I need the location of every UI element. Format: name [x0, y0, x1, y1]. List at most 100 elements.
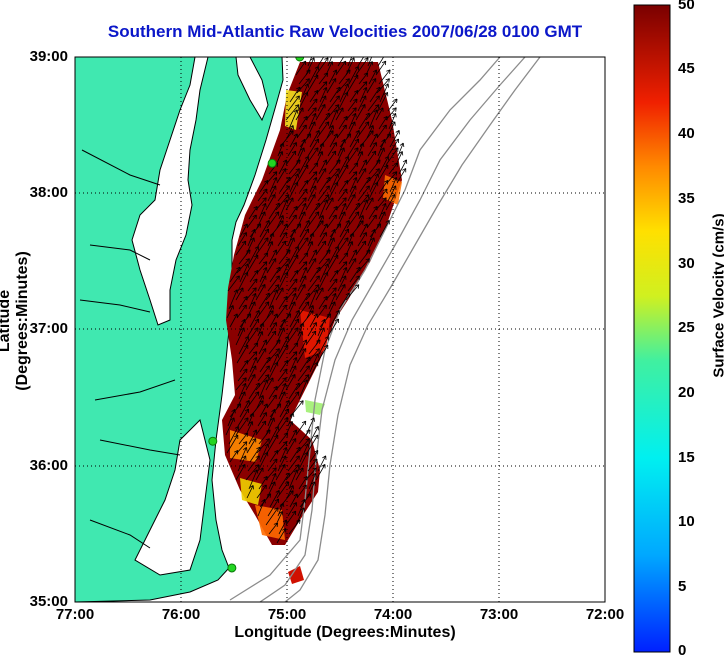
velocity-arrow-head [355, 130, 360, 135]
velocity-arrow [336, 124, 347, 139]
velocity-arrow-head [353, 177, 358, 182]
velocity-arrow [255, 237, 269, 256]
velocity-arrow-head [383, 188, 388, 194]
velocity-arrow [299, 356, 311, 373]
velocity-arrow [287, 455, 300, 472]
velocity-arrow [309, 353, 319, 373]
radar-site-marker [208, 436, 218, 446]
velocity-arrow [325, 287, 337, 301]
velocity-arrow [238, 249, 251, 265]
velocity-arrow-head [254, 270, 259, 275]
velocity-arrow [268, 249, 277, 265]
velocity-arrow [359, 223, 368, 238]
velocity-arrow [325, 61, 333, 76]
velocity-arrow-head [274, 507, 279, 512]
velocity-arrow-head [313, 177, 318, 182]
velocity-arrow [385, 194, 396, 211]
velocity-arrow [248, 429, 257, 445]
velocity-arrow-head [313, 98, 318, 104]
velocity-arrow [367, 95, 380, 112]
velocity-arrow-head [245, 400, 250, 405]
velocity-arrow [345, 57, 355, 76]
velocity-arrow-head [312, 107, 317, 112]
velocity-arrow-head [393, 162, 399, 167]
velocity-arrow [316, 81, 328, 94]
velocity-arrow-head [242, 455, 247, 460]
velocity-arrow-head [382, 197, 387, 202]
velocity-arrow [297, 228, 309, 247]
velocity-arrow-head [303, 267, 308, 272]
velocity-arrow-head [259, 395, 264, 400]
velocity-arrow [287, 142, 297, 157]
velocity-arrow [269, 313, 278, 328]
velocity-arrow-head [278, 511, 284, 516]
velocity-arrow [316, 168, 327, 184]
velocity-arrow-head [234, 434, 239, 439]
velocity-arrow [349, 90, 359, 103]
velocity-arrow-head [283, 368, 288, 374]
velocity-arrow [295, 237, 309, 256]
velocity-arrow-head [278, 151, 284, 156]
velocity-arrow-head [303, 116, 308, 121]
velocity-arrow [345, 241, 353, 256]
colorbar-tick-label: 45 [678, 60, 695, 77]
colorbar-tick-label: 15 [678, 449, 695, 466]
velocity-arrow-head [393, 98, 398, 104]
velocity-arrow [276, 481, 290, 499]
velocity-arrow [288, 429, 297, 445]
velocity-arrow-head [364, 57, 369, 62]
velocity-arrow [278, 159, 287, 175]
velocity-arrow-head [402, 168, 407, 173]
velocity-arrow [295, 331, 303, 346]
velocity-arrow-head [391, 194, 396, 199]
velocity-arrow-head [311, 121, 316, 126]
velocity-arrow [305, 284, 320, 301]
velocity-arrow-head [296, 519, 301, 524]
velocity-arrow [275, 377, 287, 391]
velocity-arrow-head [282, 377, 287, 382]
velocity-arrow-head [306, 429, 311, 434]
velocity-arrow [229, 450, 239, 463]
velocity-arrow-head [315, 348, 320, 353]
velocity-arrow-head [369, 125, 374, 130]
velocity-arrow-head [229, 305, 234, 310]
velocity-arrow-head [399, 142, 405, 148]
velocity-arrow-head [322, 168, 327, 173]
velocity-arrow [246, 301, 256, 319]
velocity-arrow [346, 171, 358, 184]
colorbar-tick-label: 5 [678, 578, 687, 595]
velocity-arrow [299, 443, 309, 463]
velocity-arrow [308, 113, 317, 130]
velocity-arrow-head [305, 220, 310, 225]
velocity-arrow-head [318, 151, 324, 156]
radar-site-marker [295, 57, 305, 62]
velocity-arrow-head [336, 86, 341, 92]
velocity-arrow [337, 57, 345, 67]
velocity-arrow [376, 211, 386, 229]
velocity-arrow [338, 156, 349, 175]
velocity-arrow-head [252, 351, 258, 356]
velocity-arrow-head [345, 220, 350, 225]
velocity-arrow [339, 267, 347, 283]
velocity-arrow-head [305, 365, 310, 370]
velocity-arrow [308, 426, 319, 445]
velocity-arrow [346, 258, 357, 274]
velocity-arrow [255, 331, 263, 346]
velocity-arrow-head [244, 344, 249, 349]
velocity-arrow-head [302, 124, 307, 130]
velocity-arrow-head [286, 176, 291, 182]
velocity-arrow [367, 57, 373, 67]
velocity-arrow-head [271, 408, 276, 414]
velocity-arrow [318, 112, 330, 130]
velocity-arrow [347, 232, 354, 247]
velocity-arrow [368, 206, 378, 220]
velocity-arrow-head [344, 237, 349, 242]
velocity-arrow [269, 490, 280, 508]
velocity-arrow [317, 319, 326, 337]
velocity-arrow-head [342, 261, 348, 266]
velocity-arrow [268, 426, 279, 445]
velocity-arrow [267, 458, 278, 472]
velocity-arrow-head [385, 220, 390, 225]
velocity-arrow [306, 348, 320, 364]
